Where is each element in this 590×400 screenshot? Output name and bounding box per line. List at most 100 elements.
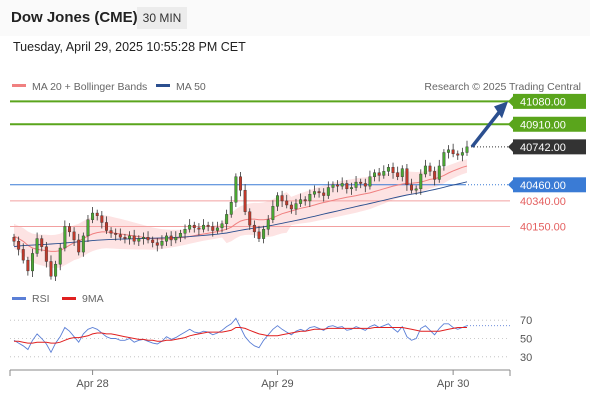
candle-body <box>400 168 404 177</box>
current-label-pointer <box>508 140 514 153</box>
candle-body <box>206 224 210 227</box>
legend-swatch <box>12 297 26 300</box>
ma20-line <box>13 165 468 252</box>
candle-body <box>331 184 335 188</box>
level-lines <box>10 100 510 227</box>
candle-body <box>377 172 381 176</box>
candle-body <box>386 167 390 172</box>
candle-body <box>95 212 99 216</box>
candle-body <box>465 146 469 153</box>
header-bar: Dow Jones (CME) 30 MIN <box>0 0 590 36</box>
resistance-label-pointer <box>508 95 514 108</box>
candle-body <box>349 187 353 190</box>
candle-body <box>289 204 293 210</box>
candle-body <box>192 224 196 229</box>
candle-body <box>225 214 229 225</box>
candle-body <box>294 203 298 210</box>
rsi-grid <box>10 319 510 358</box>
rsi-axis-labels: 70 50 30 <box>520 315 532 364</box>
current-label: 40742.00 <box>520 142 566 154</box>
candle-body <box>382 171 386 176</box>
candle-body <box>276 195 279 207</box>
candle-body <box>243 189 247 212</box>
candle-body <box>257 231 261 239</box>
candle-body <box>396 172 400 177</box>
rsi-tick-label: 30 <box>520 352 532 364</box>
bollinger-band <box>14 159 467 268</box>
candle-body <box>299 199 303 204</box>
candle-body <box>368 176 372 187</box>
candle-body <box>271 206 275 220</box>
pivot-label: 40460.00 <box>520 180 566 192</box>
candle-body <box>54 263 58 277</box>
candle-body <box>40 238 44 247</box>
candles <box>12 140 469 281</box>
candle-body <box>151 239 155 243</box>
timeframe-badge[interactable]: 30 MIN <box>137 7 187 29</box>
candle-body <box>308 194 312 202</box>
current-label-box <box>513 139 586 155</box>
candle-body <box>63 226 67 249</box>
support-label: 40150.00 <box>520 221 566 233</box>
candle-body <box>26 259 30 272</box>
rsi-legend: RSI 9MA <box>12 293 104 305</box>
x-tick-label: Apr 28 <box>76 378 108 390</box>
candle-body <box>211 226 215 231</box>
target-arrow <box>470 101 508 148</box>
x-tick-label: Apr 29 <box>261 378 293 390</box>
candle-body <box>326 187 330 196</box>
candle-body <box>109 230 113 234</box>
candle-body <box>460 152 464 156</box>
candle-body <box>423 165 427 175</box>
x-axis: Apr 28 Apr 29 Apr 30 <box>9 369 511 390</box>
ma50-line <box>13 181 468 248</box>
legend-label: 9MA <box>82 293 104 305</box>
candle-body <box>345 183 349 190</box>
candle-body <box>58 247 62 265</box>
x-tick-label: Apr 30 <box>437 378 469 390</box>
arrow-head <box>494 101 508 119</box>
candle-body <box>35 238 39 254</box>
candle-body <box>252 224 256 233</box>
legend-swatch <box>12 84 26 87</box>
candle-body <box>146 237 150 241</box>
level-labels: 41080.00 40910.00 40742.00 40460.00 40340.00… <box>508 93 586 233</box>
candle-body <box>155 242 159 246</box>
candle-body <box>234 176 238 203</box>
candle-body <box>12 237 16 242</box>
candle-body <box>67 226 71 233</box>
candle-body <box>77 239 81 253</box>
rsi-tick-label: 50 <box>520 334 532 346</box>
candle-body <box>44 246 48 262</box>
candle-body <box>340 183 344 187</box>
legend-label: MA 50 <box>176 81 206 93</box>
resistance-label: 41080.00 <box>520 96 566 108</box>
candle-body <box>21 249 25 261</box>
candle-body <box>280 195 284 202</box>
candle-body <box>419 173 423 190</box>
candle-body <box>17 241 21 250</box>
resistance-label-pointer <box>508 118 514 131</box>
candle-body <box>285 200 289 206</box>
rsi-tick-label: 70 <box>520 315 532 327</box>
rsi-line <box>13 317 468 354</box>
candle-body <box>169 235 173 241</box>
support-label: 40340.00 <box>520 196 566 208</box>
resistance-label-box <box>513 93 586 109</box>
candle-body <box>410 184 414 191</box>
candle-body <box>354 181 358 188</box>
candle-body <box>72 231 76 241</box>
candle-body <box>456 153 460 156</box>
candle-body <box>118 234 122 238</box>
candle-body <box>104 222 108 231</box>
arrow-shaft <box>470 111 501 148</box>
candle-body <box>178 233 182 238</box>
candle-body <box>266 219 270 230</box>
candle-body <box>81 235 85 253</box>
candle-body <box>188 224 192 230</box>
candle-body <box>359 181 363 184</box>
candle-body <box>183 228 187 234</box>
legend-label: RSI <box>32 293 50 305</box>
instrument-title: Dow Jones (CME) <box>11 9 138 26</box>
resistance-label-box <box>513 116 586 132</box>
